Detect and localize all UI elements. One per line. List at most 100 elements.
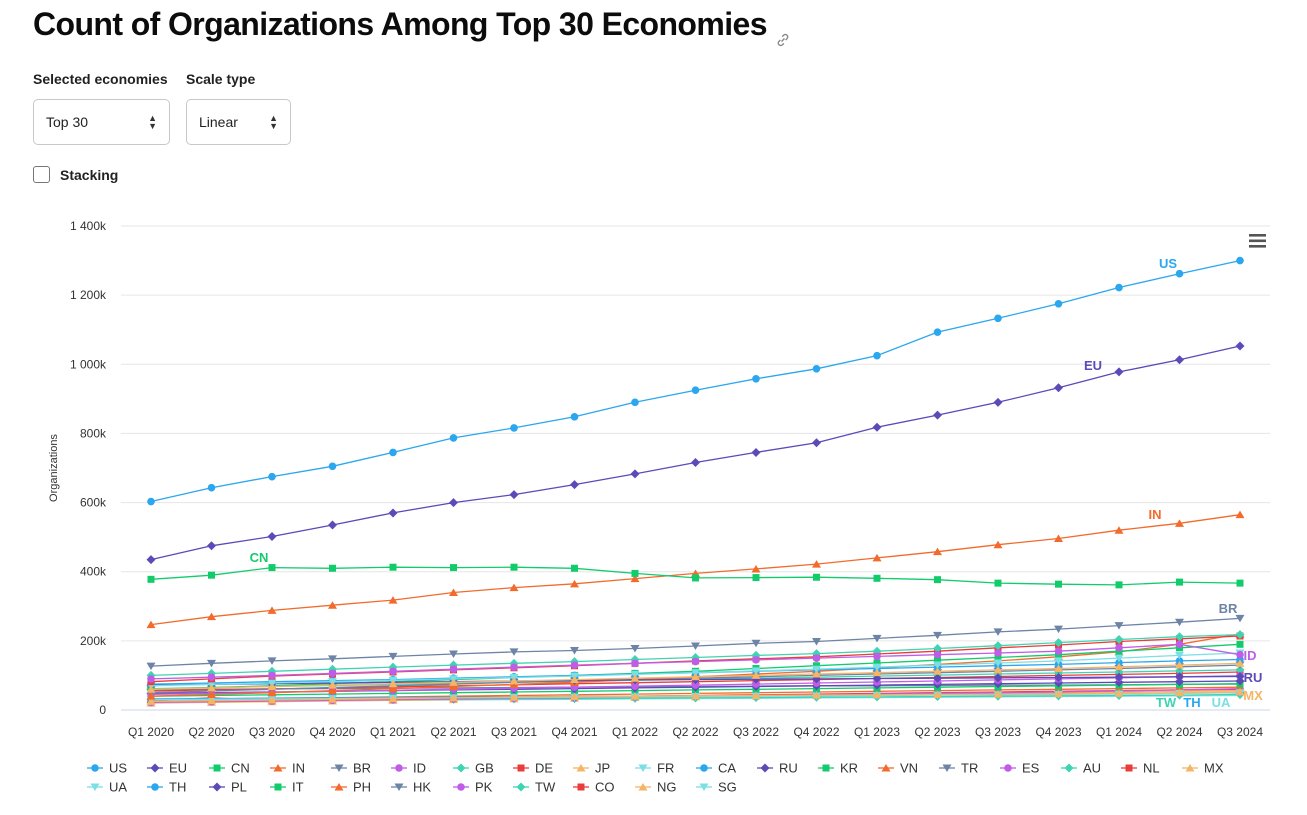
data-point[interactable] bbox=[328, 462, 337, 471]
data-point[interactable] bbox=[388, 596, 398, 604]
data-point[interactable] bbox=[394, 783, 404, 792]
legend-item-ng[interactable]: NG bbox=[635, 780, 677, 795]
economies-select[interactable]: Top 30 ▲ ▼ bbox=[33, 99, 170, 145]
data-point[interactable] bbox=[151, 783, 159, 791]
data-point[interactable] bbox=[1054, 383, 1063, 393]
data-point[interactable] bbox=[751, 671, 761, 679]
data-point[interactable] bbox=[933, 328, 942, 336]
data-point[interactable] bbox=[516, 782, 526, 792]
data-point[interactable] bbox=[207, 659, 216, 668]
data-point[interactable] bbox=[631, 682, 639, 690]
data-point[interactable] bbox=[933, 673, 942, 683]
legend-item-nl[interactable]: NL bbox=[1121, 761, 1160, 776]
data-point[interactable] bbox=[571, 564, 578, 572]
data-point[interactable] bbox=[1235, 688, 1245, 696]
data-point[interactable] bbox=[328, 686, 337, 695]
data-point[interactable] bbox=[872, 663, 882, 672]
data-point[interactable] bbox=[213, 764, 221, 772]
data-point[interactable] bbox=[638, 783, 648, 791]
data-point[interactable] bbox=[449, 588, 458, 596]
data-point[interactable] bbox=[942, 764, 952, 773]
data-point[interactable] bbox=[752, 656, 760, 664]
data-point[interactable] bbox=[1064, 763, 1074, 773]
legend-item-pk[interactable]: PK bbox=[453, 780, 493, 795]
data-point[interactable] bbox=[1235, 630, 1245, 640]
data-point[interactable] bbox=[208, 571, 215, 579]
data-point[interactable] bbox=[1054, 657, 1063, 665]
data-point[interactable] bbox=[1175, 519, 1184, 527]
data-point[interactable] bbox=[933, 661, 942, 670]
data-point[interactable] bbox=[751, 447, 761, 457]
link-icon[interactable] bbox=[775, 19, 791, 46]
data-point[interactable] bbox=[993, 673, 1003, 683]
data-point[interactable] bbox=[872, 674, 882, 684]
data-point[interactable] bbox=[1185, 764, 1195, 772]
data-point[interactable] bbox=[993, 659, 1003, 667]
data-point[interactable] bbox=[1115, 643, 1123, 652]
data-point[interactable] bbox=[812, 665, 821, 674]
data-point[interactable] bbox=[395, 764, 403, 772]
data-point[interactable] bbox=[1175, 269, 1184, 278]
data-point[interactable] bbox=[509, 490, 519, 500]
data-point[interactable] bbox=[1114, 662, 1124, 671]
data-point[interactable] bbox=[630, 644, 640, 653]
data-point[interactable] bbox=[570, 675, 579, 684]
data-point[interactable] bbox=[1054, 534, 1063, 543]
legend-item-ru[interactable]: RU bbox=[757, 761, 798, 776]
data-point[interactable] bbox=[1054, 647, 1063, 656]
legend-item-tw[interactable]: TW bbox=[513, 780, 556, 795]
data-point[interactable] bbox=[334, 764, 344, 773]
data-point[interactable] bbox=[812, 560, 821, 568]
data-point[interactable] bbox=[1115, 658, 1123, 667]
data-point[interactable] bbox=[147, 575, 155, 583]
legend-item-gb[interactable]: GB bbox=[453, 761, 494, 776]
data-point[interactable] bbox=[993, 641, 1003, 651]
data-point[interactable] bbox=[456, 763, 466, 773]
legend-item-id[interactable]: ID bbox=[391, 761, 426, 776]
data-point[interactable] bbox=[630, 674, 640, 682]
data-point[interactable] bbox=[1055, 580, 1062, 588]
data-point[interactable] bbox=[90, 783, 100, 792]
data-point[interactable] bbox=[146, 692, 156, 700]
data-point[interactable] bbox=[1175, 640, 1184, 649]
legend-item-au[interactable]: AU bbox=[1061, 761, 1101, 776]
stacking-toggle[interactable]: Stacking bbox=[33, 166, 118, 183]
data-point[interactable] bbox=[449, 693, 458, 702]
legend-item-hk[interactable]: HK bbox=[391, 780, 431, 795]
data-point[interactable] bbox=[146, 662, 156, 671]
data-point[interactable] bbox=[334, 783, 344, 791]
data-point[interactable] bbox=[873, 652, 881, 661]
data-point[interactable] bbox=[1175, 661, 1184, 669]
data-point[interactable] bbox=[1054, 673, 1063, 683]
data-point[interactable] bbox=[328, 681, 337, 689]
data-point[interactable] bbox=[389, 667, 397, 676]
data-point[interactable] bbox=[1236, 579, 1244, 587]
data-point[interactable] bbox=[146, 685, 156, 693]
data-point[interactable] bbox=[873, 574, 881, 582]
legend-item-eu[interactable]: EU bbox=[147, 761, 187, 776]
data-point[interactable] bbox=[812, 670, 821, 678]
data-point[interactable] bbox=[570, 480, 579, 490]
data-point[interactable] bbox=[1175, 632, 1184, 642]
data-point[interactable] bbox=[207, 483, 216, 492]
legend-item-br[interactable]: BR bbox=[331, 761, 371, 776]
legend-item-in[interactable]: IN bbox=[270, 761, 305, 776]
data-point[interactable] bbox=[328, 695, 337, 703]
data-point[interactable] bbox=[812, 438, 821, 448]
data-point[interactable] bbox=[150, 763, 160, 773]
data-point[interactable] bbox=[691, 657, 700, 666]
data-point[interactable] bbox=[1235, 659, 1245, 667]
data-point[interactable] bbox=[570, 647, 579, 655]
data-point[interactable] bbox=[388, 679, 398, 688]
series-line[interactable] bbox=[150, 345, 1241, 561]
data-point[interactable] bbox=[1175, 355, 1184, 365]
legend-item-cn[interactable]: CN bbox=[209, 761, 250, 776]
data-point[interactable] bbox=[576, 764, 586, 772]
legend-item-us[interactable]: US bbox=[87, 761, 127, 776]
data-point[interactable] bbox=[389, 563, 397, 571]
data-point[interactable] bbox=[692, 574, 699, 582]
data-point[interactable] bbox=[751, 564, 761, 573]
data-point[interactable] bbox=[881, 764, 891, 772]
legend-item-de[interactable]: DE bbox=[513, 761, 553, 776]
data-point[interactable] bbox=[631, 659, 639, 668]
